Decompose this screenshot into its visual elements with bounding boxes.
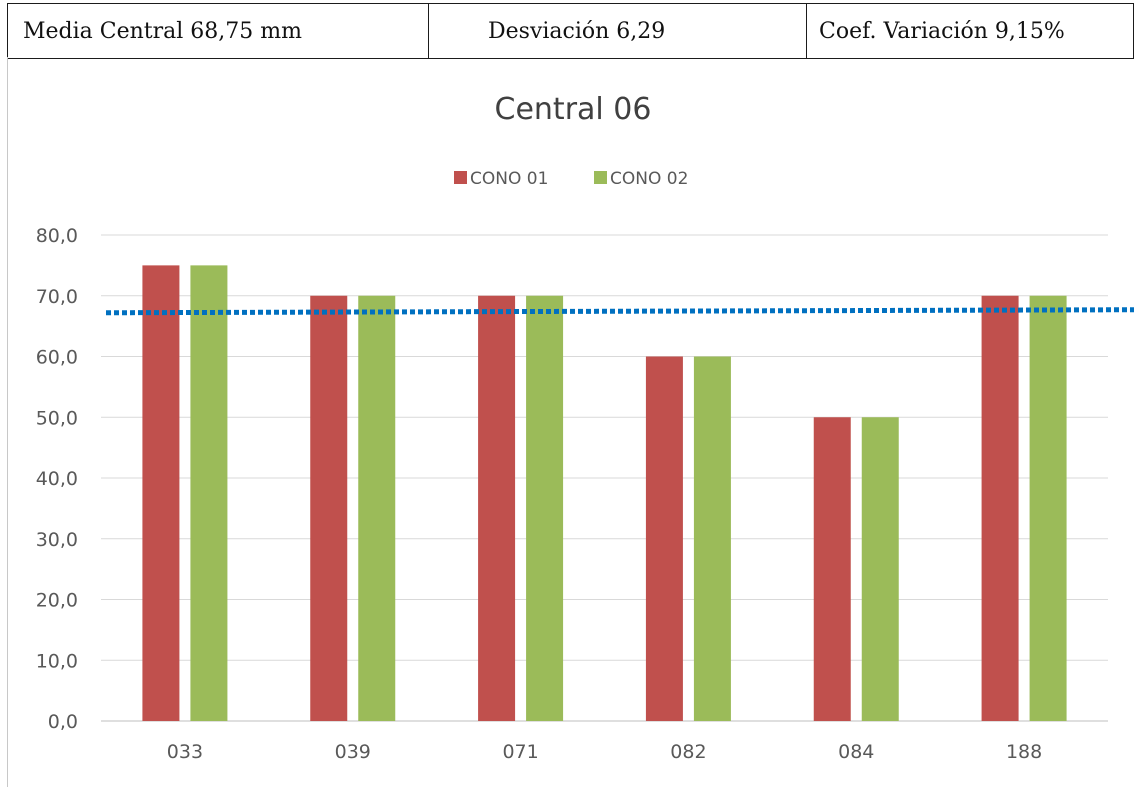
x-tick-label: 188 [1006,741,1042,763]
legend-swatch [594,171,607,184]
y-axis-labels: 0,0 10,0 20,0 30,0 40,0 50,0 60,0 70,0 80,0 [36,225,78,733]
deviation-cell: Desviación 6,29 [428,3,807,59]
legend-label: CONO 02 [610,169,688,189]
y-tick-label: 80,0 [36,225,78,247]
bar-chart: Central 06 CONO 01 CONO 02 0,0 10,0 20,0 30,… [36,92,1134,763]
statistics-table: Media Central 68,75 mm Desviación 6,29 C… [7,3,1134,59]
bars [142,265,1067,721]
y-tick-label: 40,0 [36,468,78,490]
x-axis-labels: 033 039 071 082 084 188 [167,741,1042,763]
y-tick-label: 30,0 [36,529,78,551]
legend-swatch [454,171,467,184]
legend: CONO 01 CONO 02 [454,169,688,189]
y-tick-label: 0,0 [48,711,78,733]
y-tick-label: 20,0 [36,590,78,612]
bar [142,265,180,721]
mean-cell: Media Central 68,75 mm [7,3,429,59]
chart-area: Central 06 CONO 01 CONO 02 0,0 10,0 20,0 30,… [7,57,1134,787]
reference-line [105,307,1134,316]
legend-label: CONO 01 [470,169,548,189]
y-tick-label: 50,0 [36,407,78,429]
x-tick-label: 082 [670,741,706,763]
statistics-row: Media Central 68,75 mm Desviación 6,29 C… [7,3,1134,59]
reference-line-group [105,307,1134,316]
bar [478,295,516,721]
y-tick-label: 60,0 [36,347,78,369]
chart-title: Central 06 [495,92,652,127]
bar [190,265,228,721]
bar [526,295,564,721]
bar [861,417,899,721]
bar [693,356,731,721]
bar [813,417,851,721]
grid-lines [101,234,1108,722]
y-tick-label: 70,0 [36,286,78,308]
x-tick-label: 084 [838,741,874,763]
bar [981,295,1019,721]
bar [310,295,348,721]
y-tick-label: 10,0 [36,650,78,672]
coefficient-cell: Coef. Variación 9,15% [806,3,1134,59]
x-tick-label: 071 [502,741,538,763]
x-tick-label: 039 [335,741,371,763]
bar [645,356,683,721]
bar [1029,295,1067,721]
x-tick-label: 033 [167,741,203,763]
bar [358,295,396,721]
